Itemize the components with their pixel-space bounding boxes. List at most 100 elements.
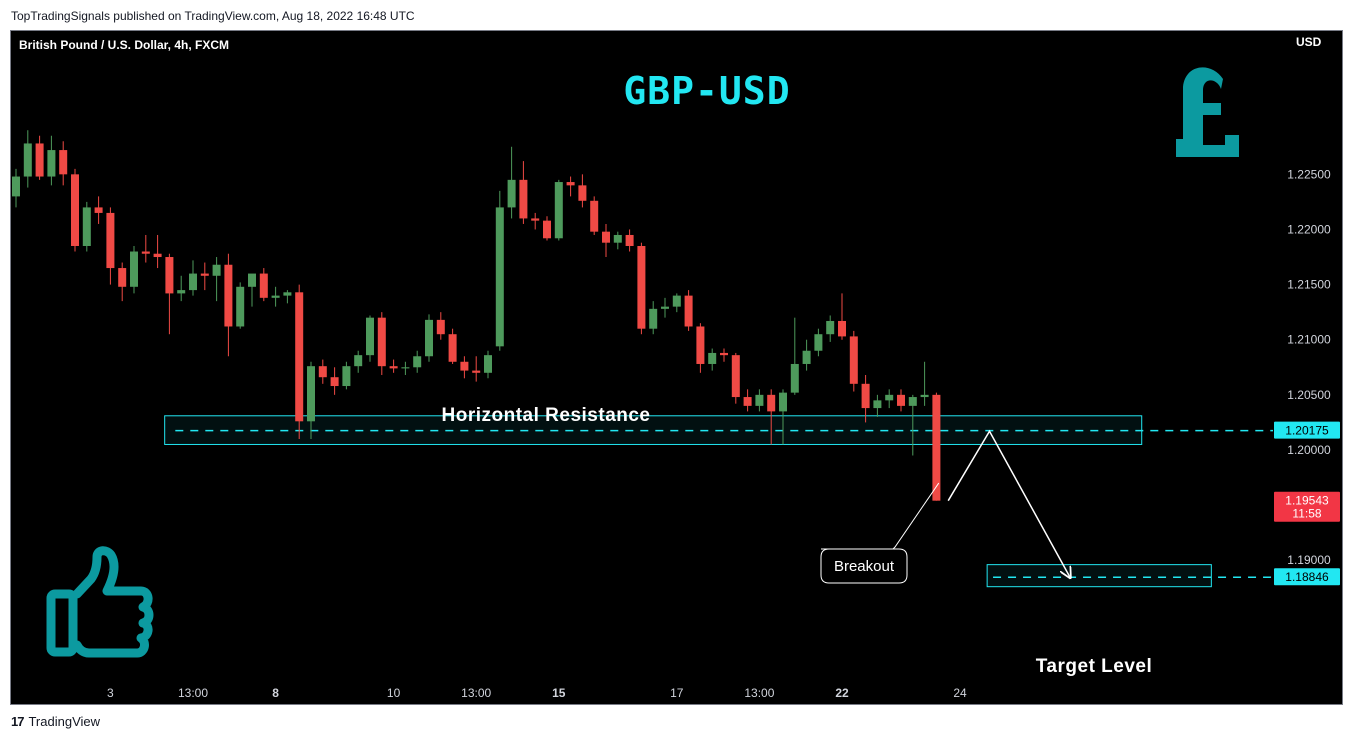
x-tick-label: 10	[387, 686, 401, 700]
candle-body[interactable]	[531, 218, 540, 221]
candle-body[interactable]	[71, 174, 79, 246]
candle-body[interactable]	[507, 179, 516, 208]
candle-body[interactable]	[189, 273, 197, 291]
candle-body[interactable]	[849, 336, 858, 384]
candle-body[interactable]	[861, 383, 870, 409]
candle-body[interactable]	[377, 317, 386, 367]
candle-body[interactable]	[389, 366, 398, 369]
candle-body[interactable]	[318, 366, 327, 378]
x-tick-label: 3	[107, 686, 114, 700]
target-price-badge[interactable]	[1274, 568, 1340, 586]
candle-body[interactable]	[118, 268, 127, 287]
candle-body[interactable]	[802, 350, 811, 364]
candle-body[interactable]	[94, 207, 103, 213]
candle-body[interactable]	[82, 207, 91, 246]
candle-body[interactable]	[920, 394, 929, 398]
candle-body[interactable]	[23, 143, 32, 177]
projection-arrow[interactable]	[947, 429, 1070, 577]
candle-body[interactable]	[519, 179, 528, 219]
target-zone[interactable]	[986, 564, 1212, 588]
candle-body[interactable]	[436, 319, 445, 335]
candle-body[interactable]	[779, 392, 787, 412]
resistance-price-badge-text: 1.20175	[1285, 424, 1329, 438]
candle-body[interactable]	[566, 182, 575, 186]
candle-body[interactable]	[790, 363, 799, 393]
candle-body[interactable]	[838, 320, 846, 337]
candle-body[interactable]	[177, 290, 186, 294]
candle-body[interactable]	[731, 355, 740, 398]
pound-sign-icon	[1176, 67, 1239, 157]
candle-body[interactable]	[165, 257, 174, 294]
candle-body[interactable]	[224, 264, 233, 327]
candle-body[interactable]	[554, 182, 563, 239]
candle-body[interactable]	[649, 308, 658, 329]
candle-body[interactable]	[212, 264, 221, 276]
candle-body[interactable]	[696, 326, 705, 364]
candle-body[interactable]	[200, 273, 209, 276]
candle-body[interactable]	[708, 352, 717, 364]
candle-body[interactable]	[908, 397, 917, 406]
candle-body[interactable]	[330, 377, 339, 387]
candle-body[interactable]	[295, 292, 304, 422]
candle-body[interactable]	[153, 253, 162, 258]
candle-body[interactable]	[495, 207, 504, 347]
candle-body[interactable]	[12, 176, 20, 197]
resistance-price-badge[interactable]	[1274, 421, 1340, 439]
candle-body[interactable]	[130, 251, 138, 287]
candle-body[interactable]	[743, 397, 752, 406]
candle-body[interactable]	[425, 319, 433, 357]
candle-body[interactable]	[613, 234, 622, 243]
candle-body[interactable]	[602, 231, 610, 243]
candle-body[interactable]	[283, 292, 292, 296]
candle-body[interactable]	[767, 394, 776, 412]
candle-body[interactable]	[236, 286, 245, 327]
candle-body[interactable]	[141, 251, 150, 254]
headline-gbp-usd: GBP-USD	[623, 69, 790, 113]
candle-body[interactable]	[460, 361, 469, 371]
last-price-badge-countdown: 11:58	[1292, 507, 1321, 521]
candle-body[interactable]	[755, 394, 764, 406]
candle-body[interactable]	[897, 394, 905, 406]
breakout-callout[interactable]	[820, 548, 908, 584]
x-tick-label: 8	[272, 686, 279, 700]
chart-frame[interactable]: Breakout 1.22500 1.22000 1.21500 1.21000 1.2…	[10, 30, 1343, 705]
tradingview-footer[interactable]: 17 TradingView	[11, 714, 100, 729]
candle-body[interactable]	[35, 143, 44, 177]
candle-body[interactable]	[590, 200, 599, 232]
chart-svg[interactable]: Breakout 1.22500 1.22000 1.21500 1.21000 1.2…	[11, 31, 1343, 705]
candle-body[interactable]	[472, 370, 481, 373]
candle-body[interactable]	[661, 306, 669, 309]
candle-body[interactable]	[873, 400, 882, 409]
y-tick-label: 1.21500	[1287, 278, 1331, 292]
candle-body[interactable]	[484, 355, 492, 373]
candle-body[interactable]	[271, 295, 280, 298]
candle-body[interactable]	[47, 150, 56, 177]
candle-body[interactable]	[401, 367, 410, 369]
candle-body[interactable]	[307, 366, 315, 422]
target-label: Target Level	[1036, 656, 1153, 677]
target-price-badge-text: 1.18846	[1285, 570, 1329, 584]
candle-body[interactable]	[448, 334, 457, 362]
candle-body[interactable]	[543, 220, 551, 239]
candle-body[interactable]	[885, 394, 894, 401]
candle-body[interactable]	[259, 273, 268, 298]
candle-body[interactable]	[413, 356, 422, 368]
candle-body[interactable]	[366, 317, 374, 356]
candle-body[interactable]	[59, 150, 68, 175]
candle-body[interactable]	[106, 212, 115, 269]
candle-body[interactable]	[248, 273, 256, 287]
last-price-badge[interactable]	[1274, 491, 1340, 522]
candle-body[interactable]	[354, 355, 363, 367]
candle-body[interactable]	[625, 234, 634, 246]
candle-body[interactable]	[342, 366, 351, 387]
candle-body[interactable]	[720, 352, 728, 356]
candle-body[interactable]	[637, 246, 646, 329]
candle-body[interactable]	[932, 394, 941, 501]
candle-body[interactable]	[578, 185, 587, 201]
candle-body[interactable]	[814, 334, 823, 351]
callout-pointer	[892, 482, 940, 550]
candle-body[interactable]	[826, 320, 835, 335]
candle-body[interactable]	[672, 295, 681, 307]
candle-body[interactable]	[684, 295, 693, 327]
y-tick-label: 1.22500	[1287, 167, 1331, 181]
